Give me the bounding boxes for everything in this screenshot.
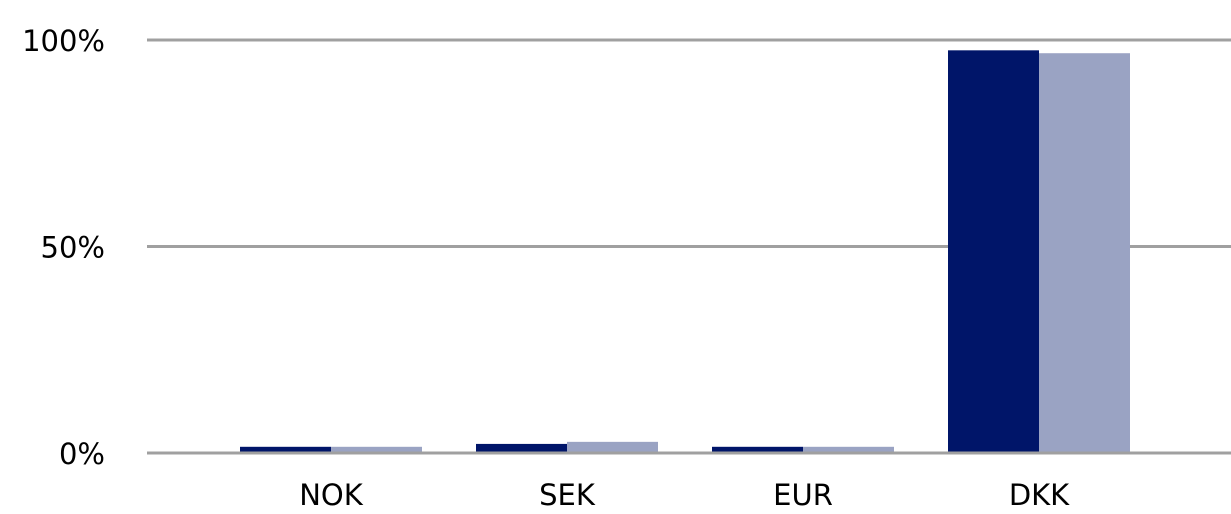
- x-tick-label-dkk: DKK: [1009, 478, 1070, 512]
- bar-eur-series-1: [712, 446, 803, 453]
- bar-sek-series-1: [476, 443, 567, 453]
- x-tick-label-sek: SEK: [539, 478, 596, 512]
- bar-dkk-series-1: [948, 50, 1039, 453]
- bar-eur-series-2: [803, 446, 894, 453]
- x-tick-label-eur: EUR: [773, 478, 833, 512]
- bar-sek-series-2: [567, 441, 658, 453]
- y-axis: 0% 50% 100%: [22, 24, 105, 471]
- x-tick-label-nok: NOK: [299, 478, 364, 512]
- y-tick-label: 50%: [41, 231, 105, 265]
- bar-dkk-series-2: [1039, 53, 1130, 453]
- x-axis: NOK SEK EUR DKK: [147, 451, 1231, 512]
- bars: [240, 50, 1130, 453]
- bar-nok-series-2: [331, 446, 422, 453]
- y-tick-label: 100%: [22, 24, 105, 58]
- y-tick-label: 0%: [59, 437, 105, 471]
- bar-nok-series-1: [240, 446, 331, 453]
